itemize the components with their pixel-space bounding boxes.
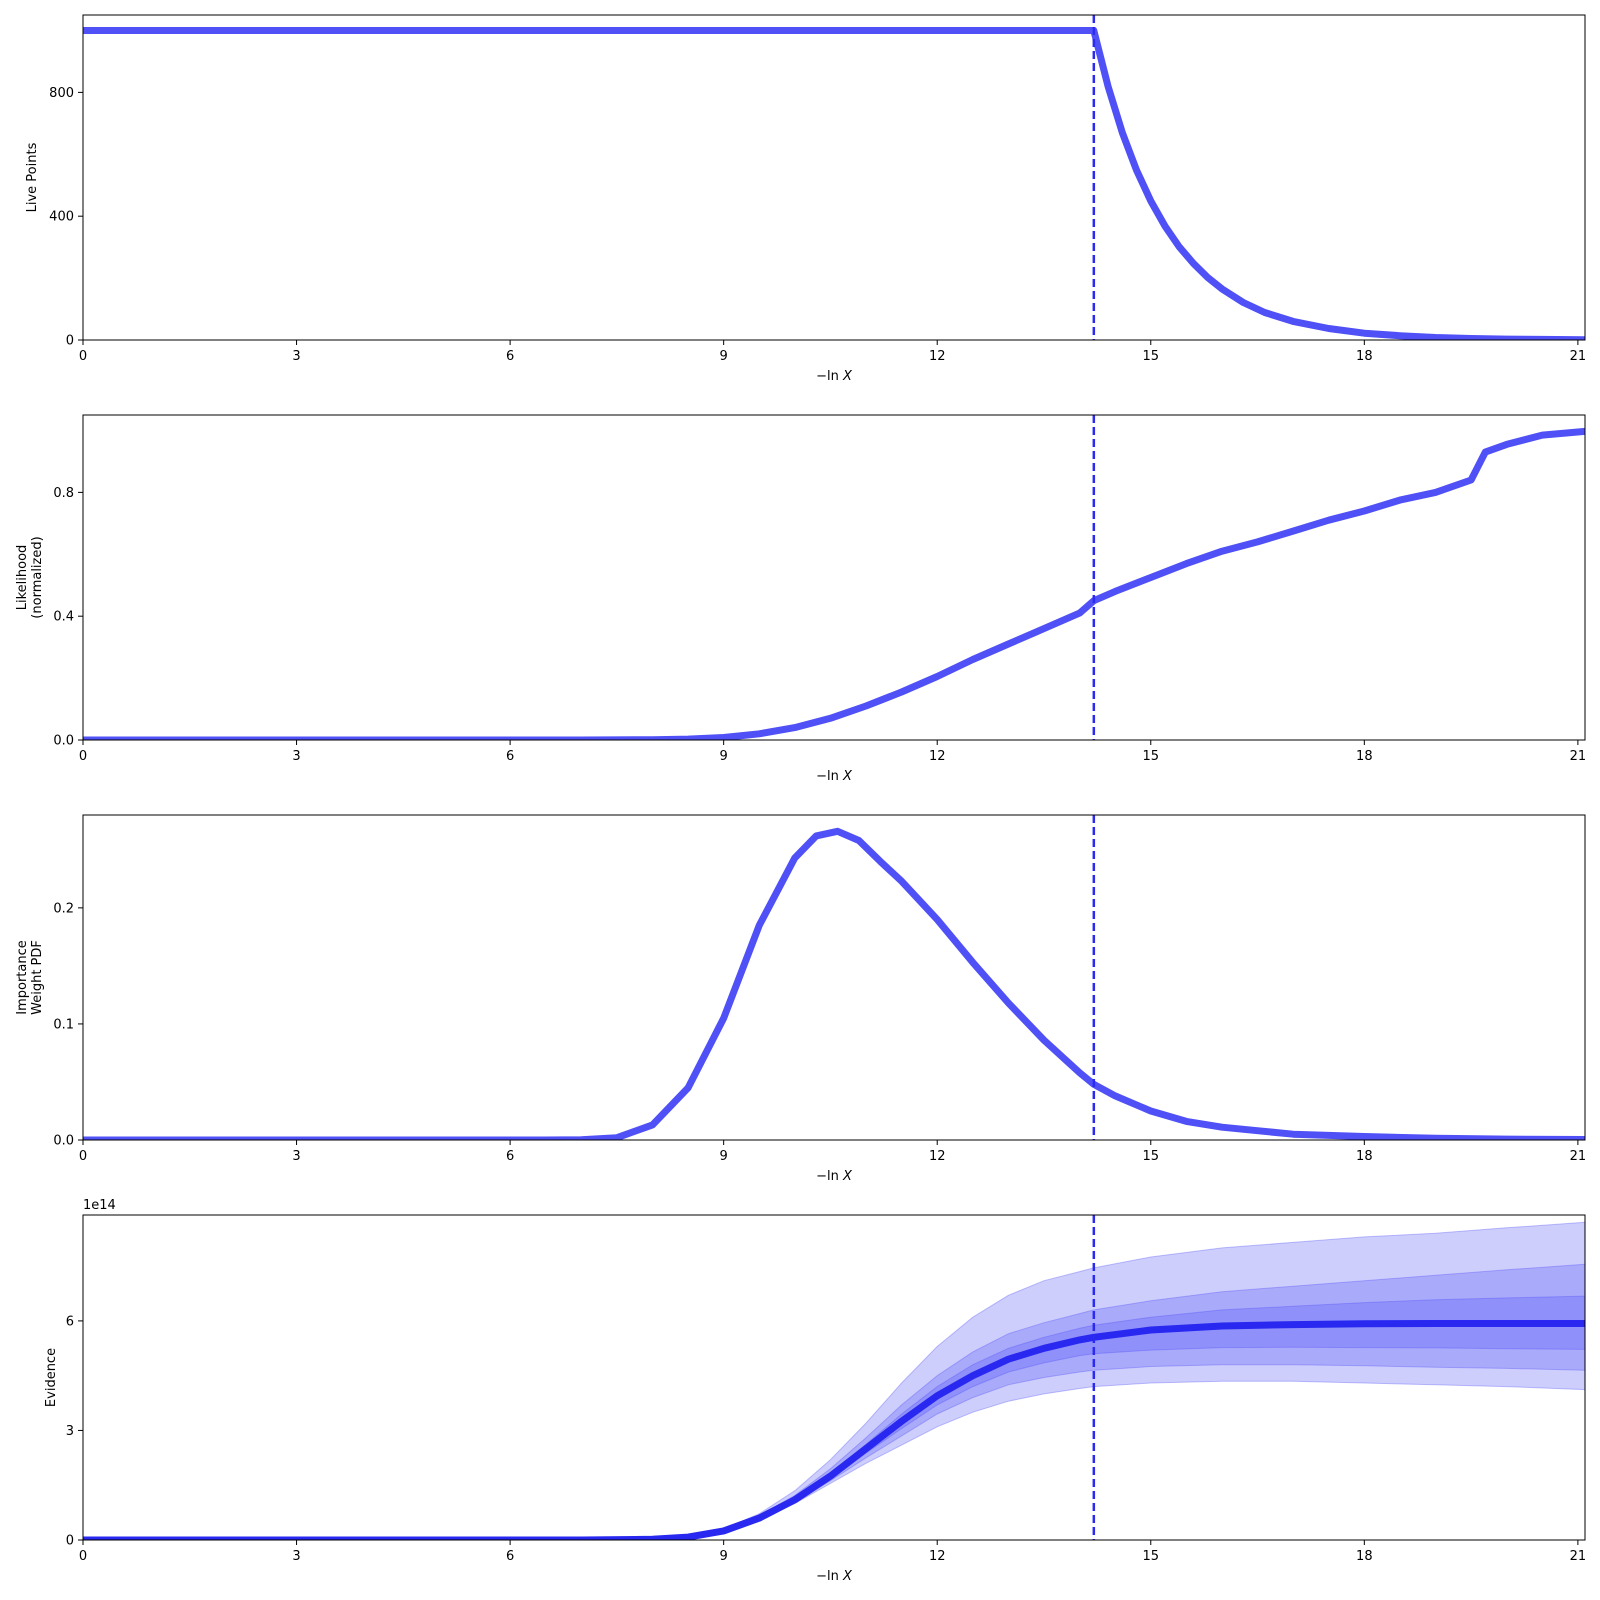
likelihood-ytick-label: 0.4 <box>53 610 74 625</box>
likelihood-xtick-label: 3 <box>292 749 300 764</box>
likelihood-series-line <box>83 427 1585 740</box>
live-points-xlabel: −ln X <box>816 369 853 384</box>
likelihood-xtick-label: 0 <box>79 749 87 764</box>
likelihood-xtick-label: 12 <box>929 749 946 764</box>
live-points-panel: 0 3 6 9 12 15 18 21 0 400 800 −ln X Live Points <box>25 14 1587 384</box>
evidence-xtick-label: 15 <box>1142 1549 1159 1564</box>
importance-weight-xlabel-prefix: −ln <box>816 1169 843 1184</box>
evidence-xtick-label: 12 <box>929 1549 946 1564</box>
importance-weight-xlabel-var: X <box>842 1169 853 1184</box>
importance-weight-panel: 0 3 6 9 12 15 18 21 0.0 0.1 0.2 −ln X Importance Weig… <box>15 814 1587 1184</box>
likelihood-xlabel-var: X <box>842 769 853 784</box>
likelihood-xlabel: −ln X <box>816 769 853 784</box>
importance-weight-xtick-label: 21 <box>1570 1149 1587 1164</box>
live-points-xtick-label: 21 <box>1570 349 1587 364</box>
evidence-xtick-label: 21 <box>1570 1549 1587 1564</box>
evidence-band-2 <box>83 1263 1585 1540</box>
evidence-xlabel-prefix: −ln <box>816 1569 843 1584</box>
evidence-ytick-label: 0 <box>66 1534 74 1549</box>
likelihood-axes-frame <box>82 414 1586 741</box>
evidence-xtick-label: 9 <box>720 1549 728 1564</box>
evidence-xtick-label: 0 <box>79 1549 87 1564</box>
importance-weight-series-line <box>83 827 1585 1140</box>
importance-weight-xtick-label: 12 <box>929 1149 946 1164</box>
importance-weight-ytick-label: 0.1 <box>53 1017 74 1032</box>
live-points-xlabel-prefix: −ln <box>816 369 843 384</box>
likelihood-xtick-label: 15 <box>1142 749 1159 764</box>
importance-weight-xtick-label: 18 <box>1356 1149 1373 1164</box>
likelihood-xtick-label: 18 <box>1356 749 1373 764</box>
live-points-xtick-label: 3 <box>292 349 300 364</box>
live-points-xlabel-var: X <box>842 369 853 384</box>
evidence-offset-text: 1e14 <box>83 1198 116 1213</box>
live-points-xtick-label: 12 <box>929 349 946 364</box>
evidence-band-1 <box>83 1221 1585 1540</box>
importance-weight-ytick-label: 0.2 <box>53 901 74 916</box>
live-points-ytick-label: 0 <box>66 334 74 349</box>
importance-weight-ylabel-line-2: Weight PDF <box>30 940 45 1015</box>
evidence-ylabel-line-1: Evidence <box>44 1348 59 1407</box>
likelihood-ytick-label: 0.0 <box>53 734 74 749</box>
importance-weight-xtick-label: 15 <box>1142 1149 1159 1164</box>
likelihood-xlabel-prefix: −ln <box>816 769 843 784</box>
live-points-ytick-label: 800 <box>49 86 74 101</box>
importance-weight-ylabel-line-1: Importance <box>15 940 30 1015</box>
live-points-xtick-label: 0 <box>79 349 87 364</box>
evidence-xtick-label: 3 <box>292 1549 300 1564</box>
likelihood-xtick-label: 6 <box>506 749 514 764</box>
importance-weight-axes-frame <box>82 814 1586 1141</box>
likelihood-ylabel-line-1: Likelihood <box>15 545 30 611</box>
importance-weight-xlabel: −ln X <box>816 1169 853 1184</box>
likelihood-panel: 0 3 6 9 12 15 18 21 0.0 0.4 0.8 −ln X Likelihood (nor… <box>15 414 1587 784</box>
evidence-xlabel-var: X <box>842 1569 853 1584</box>
evidence-ytick-label: 6 <box>66 1314 74 1329</box>
likelihood-ytick-label: 0.8 <box>53 486 74 501</box>
live-points-ytick-label: 400 <box>49 210 74 225</box>
live-points-xtick-label: 6 <box>506 349 514 364</box>
live-points-xtick-label: 15 <box>1142 349 1159 364</box>
evidence-xtick-label: 6 <box>506 1549 514 1564</box>
live-points-axes-frame <box>82 14 1586 341</box>
evidence-series-line <box>83 1320 1585 1540</box>
evidence-axes-frame <box>82 1214 1586 1541</box>
likelihood-xtick-label: 21 <box>1570 749 1587 764</box>
live-points-xtick-label: 18 <box>1356 349 1373 364</box>
live-points-ylabel-line-1: Live Points <box>25 142 40 212</box>
evidence-xlabel: −ln X <box>816 1569 853 1584</box>
importance-weight-xtick-label: 6 <box>506 1149 514 1164</box>
evidence-ytick-label: 3 <box>66 1424 74 1439</box>
likelihood-ylabel-line-2: (normalized) <box>30 536 45 618</box>
importance-weight-ytick-label: 0.0 <box>53 1134 74 1149</box>
live-points-xtick-label: 9 <box>720 349 728 364</box>
importance-weight-xtick-label: 9 <box>720 1149 728 1164</box>
evidence-panel: 0 3 6 9 12 15 18 21 0 3 6 −ln X Evidence 1e14 <box>44 1198 1586 1584</box>
importance-weight-xtick-label: 3 <box>292 1149 300 1164</box>
importance-weight-xtick-label: 0 <box>79 1149 87 1164</box>
evidence-band-3 <box>83 1295 1585 1540</box>
live-points-series-line <box>83 27 1585 340</box>
evidence-xtick-label: 18 <box>1356 1549 1373 1564</box>
likelihood-xtick-label: 9 <box>720 749 728 764</box>
